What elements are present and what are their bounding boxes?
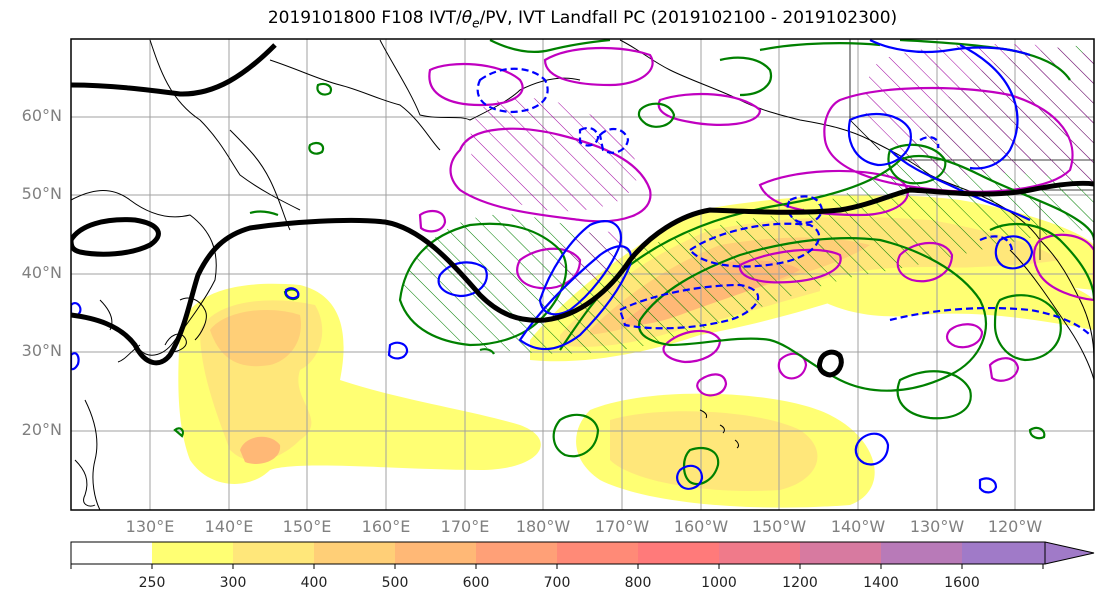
lat-label-20n: 20°N xyxy=(21,420,62,439)
lon-label-160e: 160°E xyxy=(361,517,411,536)
lat-label-40n: 40°N xyxy=(21,263,62,282)
colorbar-label-1200: 1200 xyxy=(782,575,818,591)
lat-label-30n: 30°N xyxy=(21,341,62,360)
map-title: 2019101800 F108 IVT/θe/PV, IVT Landfall … xyxy=(267,8,898,31)
colorbar-label-300: 300 xyxy=(219,575,247,591)
lon-label-140e: 140°E xyxy=(204,517,254,536)
lon-label-130e: 130°E xyxy=(125,517,175,536)
lon-label-120w: 120°W xyxy=(987,517,1043,536)
lon-label-170w: 170°W xyxy=(594,517,650,536)
lon-label-160w: 160°W xyxy=(673,517,729,536)
colorbar-label-1000: 1000 xyxy=(701,575,737,591)
colorbar-label-1600: 1600 xyxy=(944,575,980,591)
map-frame xyxy=(70,38,1095,511)
lon-label-130w: 130°W xyxy=(909,517,965,536)
lon-label-180w: 180°W xyxy=(515,517,571,536)
colorbar-label-250: 250 xyxy=(138,575,166,591)
colorbar-label-1400: 1400 xyxy=(863,575,899,591)
colorbar-label-800: 800 xyxy=(624,575,652,591)
lon-label-150w: 150°W xyxy=(751,517,807,536)
lat-label-60n: 60°N xyxy=(21,106,62,125)
pv-contours xyxy=(71,39,1091,494)
lon-label-140w: 140°W xyxy=(830,517,886,536)
colorbar-label-700: 700 xyxy=(543,575,571,591)
lon-label-150e: 150°E xyxy=(282,517,332,536)
colorbar-label-500: 500 xyxy=(381,575,409,591)
colorbar-label-600: 600 xyxy=(462,575,490,591)
lon-label-170e: 170°E xyxy=(440,517,490,536)
theta-contours xyxy=(418,46,1094,397)
jet-contours xyxy=(71,43,1094,378)
colorbar-label-400: 400 xyxy=(300,575,328,591)
lat-label-50n: 50°N xyxy=(21,184,62,203)
